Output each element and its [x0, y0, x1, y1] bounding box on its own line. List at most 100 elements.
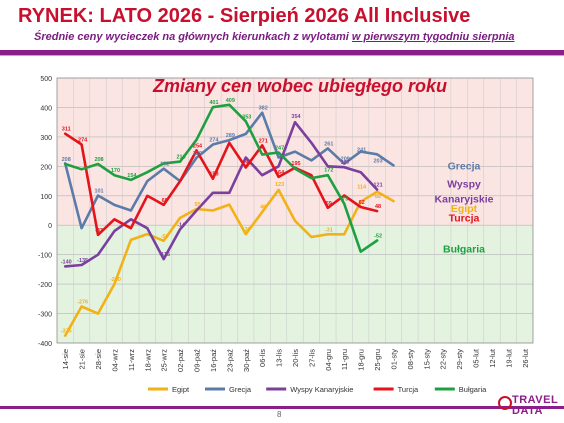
x-tick-label: 16-paź — [209, 349, 218, 372]
x-tick-label: 26-lut — [521, 348, 530, 368]
x-tick-label: 11-wrz — [127, 349, 136, 371]
series-annotation: Egipt — [451, 203, 478, 215]
y-tick-label: 200 — [40, 164, 52, 171]
y-tick-label: 100 — [40, 194, 52, 201]
x-tick-label: 05-lut — [472, 348, 481, 368]
travel-data-logo: TRAVEL DATA — [498, 392, 560, 422]
data-label: 69 — [162, 198, 168, 204]
data-label: -375 — [61, 329, 72, 335]
data-label: 271 — [259, 138, 268, 144]
x-tick-label: 08-sty — [406, 349, 415, 370]
subtitle-text: Średnie ceny wycieczek na głównych kieru… — [34, 31, 349, 43]
y-tick-label: 0 — [48, 223, 52, 230]
series-annotation: Kanaryjskie — [435, 194, 494, 206]
data-label: 172 — [324, 168, 333, 174]
data-label: -276 — [77, 299, 88, 305]
series-line-wyspy-kanaryjskie — [63, 120, 379, 268]
series-annotation: Bułgaria — [443, 244, 485, 256]
x-tick-label: 04-wrz — [110, 349, 119, 372]
data-label: -14 — [177, 222, 186, 228]
data-label: 59 — [326, 201, 332, 207]
data-label: -30 — [243, 227, 251, 233]
footer-rule — [0, 406, 564, 409]
page-title: RYNEK: LATO 2026 - Sierpień 2026 All Inc… — [18, 5, 471, 27]
x-tick-label: 22-sty — [439, 349, 448, 370]
legend-label: Bułgaria — [459, 385, 487, 394]
series-line-grecja — [63, 111, 395, 230]
legend-label: Turcja — [398, 385, 419, 394]
subtitle-underlined: w pierwszym tygodniu sierpnia — [351, 31, 515, 43]
data-label: 123 — [275, 182, 284, 188]
data-label: 208 — [94, 157, 103, 163]
data-label: 154 — [127, 173, 137, 179]
x-tick-label: 02-paź — [176, 349, 185, 372]
data-label: 170 — [111, 168, 120, 174]
series-line-turcja — [63, 132, 379, 237]
x-tick-label: 06-lis — [258, 349, 267, 367]
data-label: 247 — [275, 145, 284, 151]
data-label: 354 — [291, 114, 301, 120]
y-tick-label: 400 — [40, 105, 52, 112]
data-label: 46 — [260, 205, 266, 211]
series-line-egipt — [63, 188, 395, 337]
x-tick-label: 19-lut — [504, 348, 513, 368]
data-label: 121 — [373, 183, 382, 189]
x-tick-label: 15-sty — [422, 349, 431, 370]
data-label: 254 — [193, 143, 203, 149]
legend-label: Egipt — [172, 385, 190, 394]
data-label: 196 — [242, 161, 251, 167]
data-label: -53 — [161, 234, 169, 240]
data-label: 274 — [209, 138, 219, 144]
data-label: -33 — [95, 228, 103, 234]
x-tick-label: 28-sie — [94, 349, 103, 369]
y-tick-label: 500 — [40, 76, 52, 83]
plot-frame — [56, 77, 534, 344]
x-tick-label: 25-wrz — [160, 349, 169, 372]
data-label: 203 — [373, 158, 382, 164]
data-label: 382 — [259, 106, 268, 112]
data-label: 48 — [375, 204, 381, 210]
page-number: 8 — [277, 410, 282, 419]
data-label: -200 — [110, 277, 121, 283]
data-label: 311 — [62, 127, 71, 133]
data-label: 274 — [78, 138, 88, 144]
data-label: 261 — [324, 141, 333, 147]
data-label: -31 — [325, 227, 333, 233]
data-label: 164 — [275, 170, 285, 176]
data-label: 82 — [375, 194, 381, 200]
data-label: 195 — [291, 161, 300, 167]
x-tick-label: 25-gru — [373, 349, 382, 371]
data-label: 114 — [357, 185, 367, 191]
data-label: -52 — [374, 234, 382, 240]
y-tick-label: 300 — [40, 135, 52, 142]
x-tick-label: 13-lis — [275, 349, 284, 367]
data-label: 353 — [242, 114, 251, 120]
page-subtitle: Średnie ceny wycieczek na głównych kieru… — [34, 31, 515, 43]
data-label: -135 — [77, 258, 88, 264]
y-tick-label: -200 — [38, 282, 52, 289]
x-tick-label: 21-sie — [78, 349, 87, 369]
series-annotation: Turcja — [449, 213, 480, 225]
y-tick-label: -300 — [38, 312, 52, 319]
series-annotation: Grecja — [448, 160, 481, 172]
logo-line1: TRAVEL — [512, 394, 559, 406]
x-tick-label: 30-paź — [242, 349, 251, 372]
data-label: -115 — [159, 252, 170, 258]
x-tick-label: 20-lis — [291, 349, 300, 367]
data-label: 409 — [226, 98, 235, 104]
logo-line2: DATA — [512, 405, 543, 417]
chart-title: Zmiany cen wobec ubiegłego roku — [152, 76, 447, 96]
data-label: 241 — [357, 147, 366, 153]
data-label: 192 — [160, 162, 169, 168]
data-label: 73 — [342, 197, 348, 203]
data-label: -140 — [61, 259, 72, 265]
series-annotation: Wyspy — [447, 179, 481, 191]
x-tick-label: 18-wrz — [143, 349, 152, 372]
x-tick-label: 14-sie — [61, 349, 70, 369]
data-label: 208 — [62, 157, 71, 163]
header-rule-thin — [0, 55, 564, 56]
x-tick-label: 29-sty — [455, 349, 464, 370]
data-label: 289 — [226, 133, 235, 139]
legend-label: Wyspy Kanaryjskie — [290, 385, 353, 394]
